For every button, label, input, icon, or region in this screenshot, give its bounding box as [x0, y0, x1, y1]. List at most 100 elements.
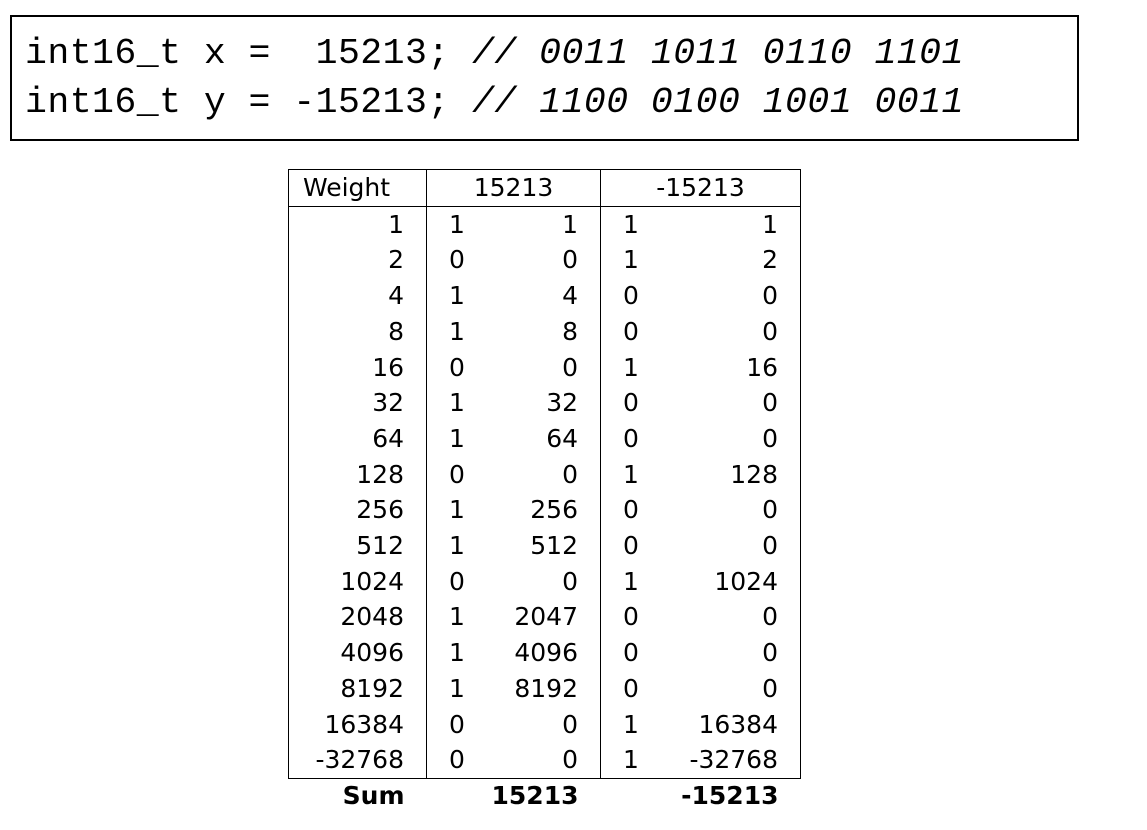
- cell-positive-bit: 1: [449, 602, 465, 632]
- header-weight: Weight: [288, 169, 427, 207]
- header-positive: 15213: [426, 169, 601, 207]
- table-row: 128 0 0 1 128: [288, 456, 801, 493]
- table-row: -32768 0 0 1 -32768: [288, 742, 801, 779]
- cell-negative-value: 16: [652, 349, 801, 386]
- cell-weight: 32: [288, 385, 427, 421]
- cell-positive-bit: 1: [449, 388, 465, 418]
- cell-weight: 8192: [288, 670, 427, 707]
- header-negative: -15213: [600, 169, 801, 207]
- table-row: 256 1 256 0 0: [288, 492, 801, 529]
- cell-negative-value: 0: [652, 313, 801, 350]
- table-row: 8192 1 8192 0 0: [288, 670, 801, 707]
- cell-negative-value: 1024: [652, 563, 801, 600]
- table-row: 4096 1 4096 0 0: [288, 635, 801, 671]
- cell-positive-value: 2047: [478, 599, 601, 636]
- cell-negative-bit: 1: [623, 566, 639, 596]
- sum-negative: -15213: [681, 780, 779, 810]
- cell-positive-value: 32: [478, 385, 601, 421]
- cell-negative-bit: 1: [623, 459, 639, 489]
- table-row: 16 0 0 1 16: [288, 349, 801, 386]
- cell-positive-bit: 0: [426, 742, 479, 779]
- cell-positive-value: 8: [478, 313, 601, 350]
- table-row: 64 1 64 0 0: [288, 420, 801, 457]
- cell-positive-bit: 0: [449, 709, 465, 739]
- cell-weight: 2048: [288, 599, 427, 636]
- cell-negative-value: 0: [652, 420, 801, 457]
- cell-positive-value: 0: [478, 706, 601, 743]
- cell-negative-bit: 1: [623, 352, 639, 382]
- cell-negative-value: 16384: [652, 706, 801, 743]
- cell-positive-bit: 0: [449, 566, 465, 596]
- cell-positive-value: 64: [478, 420, 601, 457]
- sum-label: Sum: [342, 780, 405, 810]
- code-line-x: int16_t x = 15213; // 0011 1011 0110 110…: [25, 29, 1077, 78]
- table-row: 1024 0 0 1 1024: [288, 563, 801, 600]
- cell-weight: 8: [288, 313, 427, 350]
- cell-positive-value: 8192: [478, 670, 601, 707]
- code-declaration: int16_t y = -15213;: [25, 82, 473, 123]
- cell-weight: 2: [288, 242, 427, 279]
- cell-negative-bit: 0: [623, 316, 639, 346]
- cell-negative-bit: 0: [623, 673, 639, 703]
- cell-positive-bit: 1: [449, 209, 465, 239]
- cell-positive-bit: 1: [449, 638, 465, 668]
- table-row: 32 1 32 0 0: [288, 385, 801, 421]
- table-body: 1 1 1 1 1 2 0 0 1 2 4 1 4 0 0 8 1 8 0 0 16 0 0 1 16 32 1 32 0 0 64 1 64 0…: [288, 206, 801, 779]
- cell-negative-bit: 0: [623, 281, 639, 311]
- cell-positive-bit: 0: [449, 459, 465, 489]
- cell-negative-value: -32768: [652, 742, 801, 779]
- cell-positive-value: 0: [478, 742, 601, 779]
- table-row: 2048 1 2047 0 0: [288, 599, 801, 636]
- cell-positive-bit: 1: [449, 316, 465, 346]
- cell-positive-value: 0: [478, 456, 601, 493]
- code-line-y: int16_t y = -15213; // 1100 0100 1001 00…: [25, 78, 1077, 127]
- cell-negative-value: 0: [652, 670, 801, 707]
- cell-positive-bit: 1: [449, 531, 465, 561]
- cell-negative-value: 0: [652, 599, 801, 636]
- sum-row: Sum 15213 -15213: [289, 778, 801, 813]
- cell-weight: 16384: [288, 706, 427, 743]
- cell-weight: 16: [288, 349, 427, 386]
- cell-positive-bit: 0: [449, 352, 465, 382]
- cell-weight: 4096: [288, 635, 427, 671]
- table-row: 512 1 512 0 0: [288, 528, 801, 564]
- cell-weight: 1024: [288, 563, 427, 600]
- cell-positive-bit: 1: [449, 281, 465, 311]
- cell-weight: 256: [288, 492, 427, 529]
- cell-positive-bit: 0: [449, 245, 465, 275]
- cell-positive-value: 512: [478, 528, 601, 564]
- cell-weight: 4: [288, 278, 427, 314]
- cell-negative-bit: 0: [623, 531, 639, 561]
- sum-spacer: [427, 778, 479, 813]
- sum-positive: 15213: [491, 780, 579, 810]
- cell-positive-value: 4: [478, 278, 601, 314]
- cell-negative-bit: 1: [623, 709, 639, 739]
- cell-positive-value: 0: [478, 349, 601, 386]
- cell-positive-value: 0: [478, 242, 601, 279]
- cell-positive-bit: 1: [449, 495, 465, 525]
- cell-negative-value: 0: [652, 635, 801, 671]
- cell-negative-bit: 1: [623, 209, 639, 239]
- cell-positive-value: 1: [478, 206, 601, 243]
- cell-positive-value: 0: [478, 563, 601, 600]
- cell-negative-value: 0: [652, 278, 801, 314]
- cell-negative-value: 128: [652, 456, 801, 493]
- cell-negative-bit: 0: [623, 495, 639, 525]
- sum-spacer: [601, 778, 653, 813]
- code-comment: // 0011 1011 0110 1101: [472, 33, 964, 74]
- cell-negative-value: 0: [652, 385, 801, 421]
- code-declaration: int16_t x = 15213;: [25, 33, 473, 74]
- cell-negative-bit: 0: [623, 423, 639, 453]
- code-block: int16_t x = 15213; // 0011 1011 0110 110…: [10, 15, 1079, 141]
- cell-weight: 512: [288, 528, 427, 564]
- cell-weight: 64: [288, 420, 427, 457]
- cell-weight: 1: [288, 206, 427, 243]
- cell-negative-value: 2: [652, 242, 801, 279]
- cell-positive-value: 4096: [478, 635, 601, 671]
- cell-negative-bit: 0: [623, 602, 639, 632]
